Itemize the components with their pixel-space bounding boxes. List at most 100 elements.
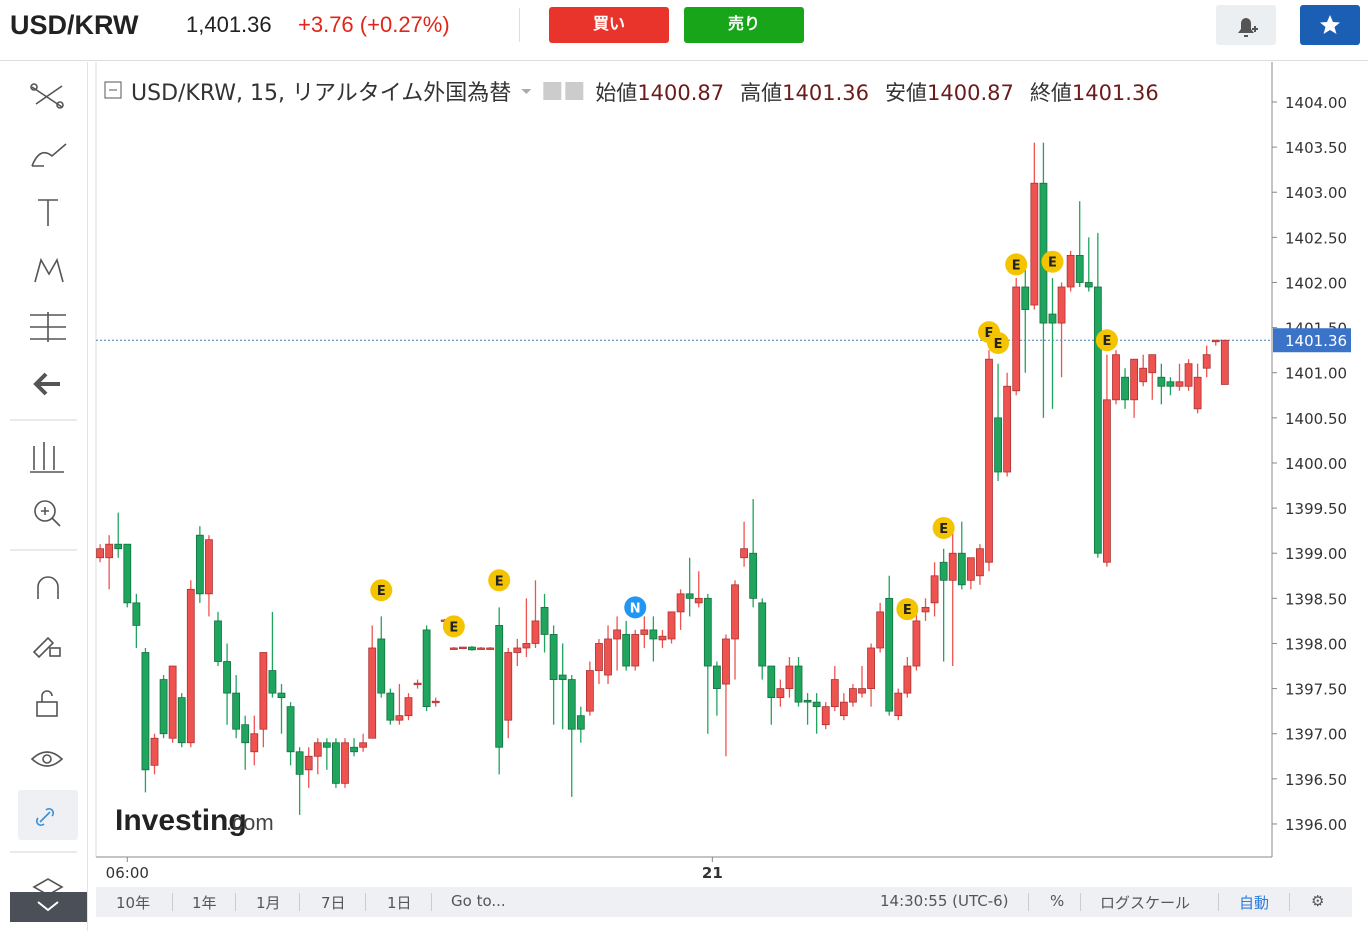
range-button[interactable]: 1日 [387, 894, 412, 912]
candle-body [649, 629, 658, 640]
candle-body [1130, 358, 1139, 401]
logo: Investing .com [115, 804, 274, 837]
text-tool[interactable] [38, 199, 58, 226]
candle-body [250, 733, 259, 753]
range-button[interactable]: 1月 [256, 894, 281, 912]
candle-body [413, 682, 422, 686]
candle-body [876, 611, 885, 649]
candle-body [631, 634, 640, 667]
event-marker[interactable] [624, 596, 647, 619]
trend-tool[interactable] [30, 83, 64, 109]
event-marker[interactable] [1041, 250, 1064, 273]
dropdown-arrow [521, 89, 532, 94]
last-price-label: 1401.36 [1285, 332, 1347, 350]
buy-button[interactable]: 買い [549, 7, 669, 43]
event-marker[interactable] [932, 516, 955, 539]
candle-body [513, 647, 522, 653]
magnet-tool[interactable] [37, 576, 59, 599]
candle-body [558, 674, 567, 680]
header: USD/KRW 1,401.36 +3.76 (+0.27%) 買い 売り [0, 0, 1368, 61]
lock-tool[interactable] [36, 690, 58, 717]
candle-body [1175, 381, 1184, 387]
logo-suffix: .com [226, 810, 274, 835]
candle-body [966, 557, 975, 581]
range-button[interactable]: 10年 [116, 894, 151, 912]
log-button[interactable]: ログスケール [1100, 894, 1191, 912]
candle-body [613, 629, 622, 640]
candle-body [1211, 339, 1220, 343]
candle-body [1012, 286, 1021, 392]
last-price-tag [1273, 328, 1351, 353]
candle-body [658, 635, 667, 641]
candle-body [159, 679, 168, 735]
candle-body [177, 697, 186, 744]
candle-body [885, 597, 894, 712]
goto-button[interactable]: Go to... [451, 892, 506, 910]
ohlc-legend: USD/KRW, 15, リアルタイム外国為替 始値 1400.87 高値 1401.3… [131, 81, 1159, 106]
event-marker[interactable] [1005, 253, 1028, 276]
candle-body [123, 543, 132, 604]
lock-draw-tool[interactable] [32, 636, 61, 659]
candle-body [468, 646, 476, 651]
pattern-tool[interactable] [34, 257, 64, 283]
candle-body [930, 575, 939, 604]
indicator-tool[interactable] [30, 442, 64, 473]
settings-button[interactable]: ⚙ [1311, 892, 1325, 910]
candle-body [114, 543, 123, 550]
star-icon [1320, 15, 1340, 34]
visibility-tool[interactable] [30, 751, 64, 767]
candle-body [858, 688, 866, 694]
event-marker[interactable] [370, 579, 393, 602]
link-tool[interactable] [35, 807, 55, 827]
event-label: E [903, 603, 912, 618]
candle-body [767, 665, 776, 699]
collapse-icon[interactable] [104, 81, 122, 99]
y-tick-label: 1398.00 [1285, 635, 1347, 653]
event-marker[interactable] [896, 598, 919, 621]
y-tick-label: 1402.00 [1285, 274, 1347, 292]
candle-body [1166, 381, 1175, 387]
y-tick-label: 1397.50 [1285, 681, 1347, 699]
candle-body [1202, 354, 1211, 369]
auto-button[interactable]: 自動 [1239, 894, 1270, 912]
price: 1,401.36 [186, 12, 272, 37]
y-tick-label: 1401.00 [1285, 365, 1347, 383]
candle-body [495, 625, 504, 748]
fib-tool[interactable] [30, 312, 66, 342]
candle-body [894, 692, 903, 717]
legend-label: 安値 [885, 81, 927, 105]
range-button[interactable]: 1年 [192, 894, 217, 912]
candle-body [595, 643, 603, 671]
bottom-bar: 10年 1年 1月 7日 1日 Go to... 14:30:55 (UTC-6… [96, 887, 1352, 917]
zoom-tool[interactable] [34, 500, 61, 527]
range-button[interactable]: 7日 [321, 894, 346, 912]
candle-body [214, 620, 222, 662]
candle-body [449, 647, 458, 650]
candle-body [576, 715, 585, 730]
candle-body [985, 358, 993, 563]
candle-body [667, 611, 676, 640]
y-tick-label: 1403.50 [1285, 139, 1347, 157]
candle-body [205, 539, 213, 595]
alert-button[interactable] [1216, 5, 1276, 45]
candle-body [459, 646, 467, 649]
sell-button[interactable]: 売り [684, 7, 804, 43]
event-marker[interactable] [442, 615, 465, 638]
watchlist-button[interactable] [1300, 5, 1360, 45]
candle-body [96, 548, 104, 559]
event-marker[interactable] [1095, 329, 1118, 352]
candle-body [694, 597, 703, 604]
candle-body [531, 620, 540, 644]
y-tick-label: 1402.50 [1285, 229, 1347, 247]
candle-body [540, 606, 549, 635]
back-tool[interactable] [33, 372, 60, 396]
brush-tool[interactable] [31, 143, 67, 167]
event-marker[interactable] [987, 331, 1010, 354]
candle-body [350, 746, 358, 753]
candle-body [1093, 286, 1102, 554]
percent-button[interactable]: % [1050, 892, 1065, 910]
candle-body [722, 638, 730, 685]
event-marker[interactable] [488, 569, 511, 592]
candle-body [604, 638, 612, 676]
